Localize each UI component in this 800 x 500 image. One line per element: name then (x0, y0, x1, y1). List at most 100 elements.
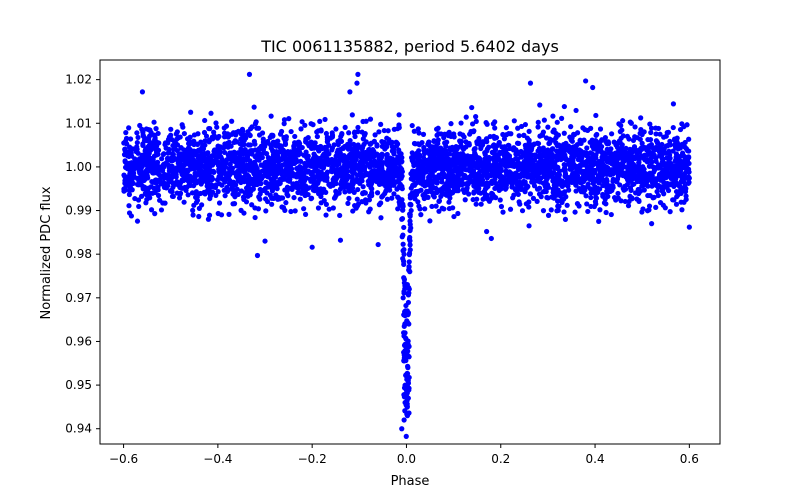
data-point (682, 183, 688, 189)
data-point (155, 130, 161, 137)
data-point (221, 159, 227, 165)
data-point (249, 151, 255, 157)
data-point (577, 137, 583, 143)
data-point (421, 144, 427, 151)
data-point (161, 184, 168, 190)
data-point (173, 140, 179, 147)
data-point (248, 177, 254, 183)
data-point (534, 140, 541, 146)
data-point (514, 149, 520, 155)
data-point (342, 161, 348, 168)
data-point (627, 166, 633, 172)
data-point (647, 121, 653, 127)
data-point (505, 163, 511, 169)
data-point (188, 109, 194, 115)
data-point (661, 134, 667, 140)
data-point (367, 206, 373, 212)
data-point (213, 120, 219, 126)
data-point (535, 124, 541, 130)
data-point (252, 205, 258, 211)
data-point (638, 115, 644, 121)
data-point (500, 209, 506, 215)
data-point (599, 175, 605, 181)
data-point (503, 125, 509, 131)
data-point (655, 192, 661, 199)
data-point (387, 167, 393, 173)
data-point (519, 208, 526, 214)
data-point (531, 179, 537, 186)
data-point (599, 154, 605, 160)
data-point (124, 174, 130, 180)
data-point (585, 208, 591, 215)
data-point (379, 151, 385, 157)
data-point (123, 150, 129, 156)
data-point (536, 185, 543, 191)
data-point (396, 147, 402, 153)
data-point (650, 145, 656, 151)
data-point (670, 148, 676, 154)
data-point (415, 162, 421, 168)
data-point (168, 126, 174, 132)
data-point (579, 162, 585, 168)
data-point (302, 211, 309, 218)
data-point (379, 180, 385, 187)
data-point (491, 142, 497, 148)
data-point (420, 154, 427, 161)
data-point (535, 119, 541, 125)
data-point (585, 127, 591, 134)
data-point (235, 150, 241, 156)
data-point (298, 158, 304, 164)
data-point (492, 119, 498, 125)
data-point (527, 80, 534, 86)
data-point (292, 208, 298, 214)
data-point (475, 174, 481, 180)
data-point (647, 170, 653, 176)
data-point (152, 211, 158, 217)
data-point (679, 121, 685, 127)
data-point (305, 135, 311, 141)
data-point (187, 182, 194, 188)
data-point (225, 175, 231, 181)
data-point (342, 124, 348, 130)
data-point (545, 195, 551, 201)
data-point (566, 187, 572, 193)
data-point (378, 215, 384, 221)
data-point (262, 238, 268, 244)
data-point (273, 149, 279, 155)
data-point (288, 164, 294, 170)
data-point (636, 159, 642, 165)
data-point (366, 146, 372, 153)
data-point (521, 179, 527, 185)
data-point (231, 201, 238, 207)
data-point (134, 139, 140, 146)
data-point (268, 170, 275, 176)
data-point (676, 183, 683, 190)
data-point (277, 131, 284, 137)
data-point (210, 168, 217, 174)
data-point (332, 177, 339, 183)
data-point (467, 131, 473, 137)
data-point (404, 413, 411, 419)
data-point (345, 182, 351, 188)
data-point (179, 122, 185, 128)
data-point (296, 141, 303, 147)
x-tick-label: 0.0 (397, 452, 416, 466)
data-point (569, 161, 575, 167)
data-point (145, 157, 152, 163)
data-point (221, 187, 227, 193)
data-point (241, 179, 247, 185)
data-point (619, 127, 625, 133)
data-point (144, 173, 150, 179)
data-point (464, 167, 471, 173)
data-point (211, 129, 217, 135)
data-point (323, 212, 329, 218)
data-point (431, 166, 437, 173)
data-point (667, 138, 673, 144)
data-point (415, 126, 421, 132)
data-point (191, 202, 197, 208)
data-point (284, 185, 291, 191)
data-point (653, 138, 659, 144)
data-point (185, 192, 191, 198)
data-point (679, 207, 685, 213)
